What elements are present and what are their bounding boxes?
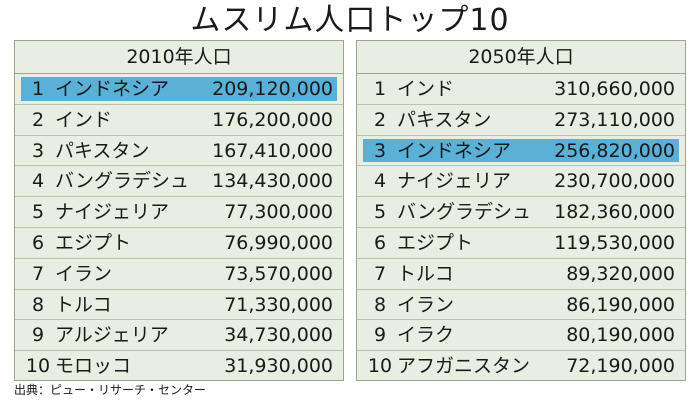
country-cell: ナイジェリア (397, 170, 512, 193)
rank-cell: 2 (31, 108, 45, 131)
table-row: 7 トルコ 89,320,000 (357, 259, 685, 290)
rank-cell: 6 (373, 231, 387, 254)
country-cell: エジプト (55, 231, 132, 254)
table-2010: 2010年人口 1 インドネシア 209,120,000 2 インド 176,200,00… (14, 40, 344, 381)
table-row: 7 イラン 73,570,000 (15, 259, 343, 290)
rank-cell: 3 (373, 139, 387, 162)
population-cell: 310,660,000 (554, 78, 675, 100)
rank-cell: 1 (31, 78, 45, 100)
country-cell: インドネシア (397, 139, 512, 162)
country-cell: イラン (397, 293, 455, 316)
population-cell: 77,300,000 (224, 201, 333, 224)
table-row: 2 インド 176,200,000 (15, 105, 343, 136)
population-cell: 230,700,000 (554, 170, 675, 193)
rank-cell: 10 (25, 355, 51, 378)
table-row: 4 バングラデシュ 134,430,000 (15, 166, 343, 198)
table-row: 10 モロッコ 31,930,000 (15, 351, 343, 382)
population-cell: 73,570,000 (224, 262, 333, 285)
country-cell: バングラデシュ (397, 201, 531, 224)
table-row: 4 ナイジェリア 230,700,000 (357, 166, 685, 198)
country-cell: パキスタン (55, 139, 150, 162)
rank-cell: 9 (31, 324, 45, 347)
population-cell: 273,110,000 (554, 108, 675, 131)
population-cell: 182,360,000 (554, 201, 675, 224)
population-cell: 31,930,000 (224, 355, 333, 378)
country-cell: イラン (55, 262, 113, 285)
table-row: 9 アルジェリア 34,730,000 (15, 320, 343, 352)
rank-cell: 9 (373, 324, 387, 347)
rank-cell: 3 (31, 139, 45, 162)
country-cell: バングラデシュ (55, 170, 189, 193)
table-row: 1 インド 310,660,000 (357, 74, 685, 105)
country-cell: モロッコ (55, 355, 132, 378)
rank-cell: 7 (31, 262, 45, 285)
rank-cell: 8 (373, 293, 387, 316)
country-cell: インドネシア (55, 78, 170, 100)
population-cell: 89,320,000 (566, 262, 675, 285)
table-row: 10 アフガニスタン 72,190,000 (357, 351, 685, 382)
chart-title: ムスリム人口トップ10 (190, 3, 510, 38)
table-row: 6 エジプト 119,530,000 (357, 228, 685, 259)
population-cell: 209,120,000 (212, 78, 333, 100)
table-row: 6 エジプト 76,990,000 (15, 228, 343, 259)
country-cell: インド (397, 78, 455, 100)
rank-cell: 4 (373, 170, 387, 193)
country-cell: アルジェリア (55, 324, 169, 347)
country-cell: パキスタン (397, 108, 492, 131)
table-2010-header: 2010年人口 (15, 41, 343, 74)
rank-cell: 7 (373, 262, 387, 285)
population-cell: 176,200,000 (212, 108, 333, 131)
rank-cell: 5 (373, 201, 387, 224)
rank-cell: 6 (31, 231, 45, 254)
table-row: 8 イラン 86,190,000 (357, 290, 685, 321)
rank-cell: 10 (367, 355, 393, 378)
rank-cell: 2 (373, 108, 387, 131)
population-cell: 72,190,000 (566, 355, 675, 378)
population-cell: 256,820,000 (554, 139, 675, 162)
rank-cell: 1 (373, 78, 387, 100)
table-row: 9 イラク 80,190,000 (357, 320, 685, 352)
rank-cell: 8 (31, 293, 45, 316)
country-cell: ナイジェリア (55, 201, 170, 224)
country-cell: イラク (397, 324, 455, 347)
table-row: 5 ナイジェリア 77,300,000 (15, 197, 343, 228)
rank-cell: 4 (31, 170, 45, 193)
country-cell: インド (55, 108, 113, 131)
population-cell: 80,190,000 (566, 324, 675, 347)
population-cell: 76,990,000 (224, 231, 333, 254)
table-2050: 2050年人口 1 インド 310,660,000 2 パキスタン 273,110,000… (356, 40, 686, 381)
source-note: 出典：ピュー・リサーチ・センター (14, 383, 207, 397)
country-cell: トルコ (397, 262, 454, 285)
table-2010-rows: 1 インドネシア 209,120,000 2 インド 176,200,000 3 パキスタン 1… (15, 74, 343, 382)
table-row: 3 インドネシア 256,820,000 (357, 136, 685, 167)
table-2050-rows: 1 インド 310,660,000 2 パキスタン 273,110,000 3 インドネシア 2… (357, 74, 685, 382)
population-cell: 34,730,000 (224, 324, 333, 347)
table-row: 3 パキスタン 167,410,000 (15, 136, 343, 167)
population-cell: 167,410,000 (212, 139, 333, 162)
population-cell: 86,190,000 (566, 293, 675, 316)
population-cell: 134,430,000 (212, 170, 333, 193)
table-2050-header: 2050年人口 (357, 41, 685, 74)
table-row: 2 パキスタン 273,110,000 (357, 105, 685, 136)
population-cell: 119,530,000 (554, 231, 675, 254)
table-row: 1 インドネシア 209,120,000 (15, 74, 343, 105)
population-cell: 71,330,000 (224, 293, 333, 316)
country-cell: トルコ (55, 293, 112, 316)
table-row: 5 バングラデシュ 182,360,000 (357, 197, 685, 228)
table-row: 8 トルコ 71,330,000 (15, 290, 343, 321)
country-cell: アフガニスタン (397, 355, 531, 378)
country-cell: エジプト (397, 231, 474, 254)
rank-cell: 5 (31, 201, 45, 224)
